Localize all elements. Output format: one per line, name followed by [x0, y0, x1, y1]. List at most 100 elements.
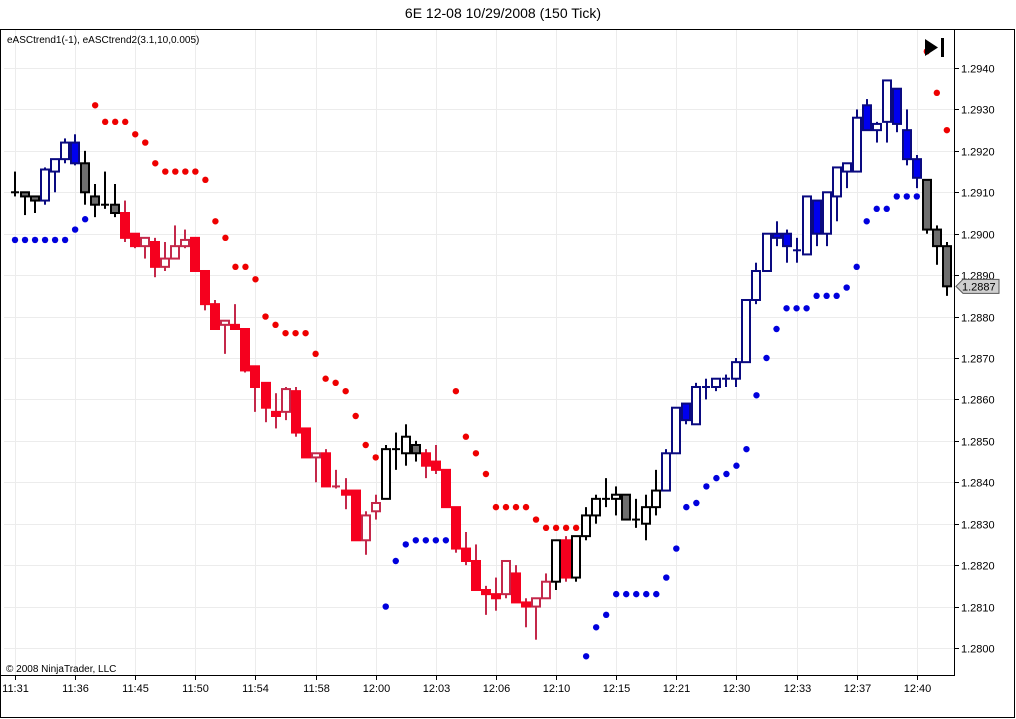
candle-body-up: [651, 489, 661, 509]
candle: [832, 166, 842, 222]
candle-body-down: [321, 452, 331, 488]
trend-dot-above: [312, 350, 319, 358]
trend-dot-below: [71, 226, 79, 233]
trend-dot-below: [853, 263, 860, 271]
candle: [80, 150, 90, 205]
candle-body-down: [150, 240, 160, 268]
candle: [11, 171, 19, 197]
candle-body-down: [80, 162, 90, 194]
candle: [551, 539, 561, 590]
candle: [731, 357, 741, 387]
trend-dot-below: [733, 462, 740, 469]
candle: [190, 236, 200, 272]
trend-dot-below: [693, 499, 700, 507]
trend-dot-below: [633, 590, 640, 598]
trend-dot-below: [913, 193, 920, 200]
trend-dot-above: [362, 441, 369, 449]
candle: [150, 237, 160, 278]
candle: [581, 507, 591, 541]
trend-dot-below: [683, 503, 690, 511]
candle-body-down: [932, 228, 942, 248]
candle: [60, 138, 70, 164]
candle: [541, 573, 551, 600]
candle-body-up: [711, 377, 721, 388]
candle: [261, 381, 271, 423]
candle: [101, 171, 109, 209]
candle: [793, 237, 801, 263]
candle-body-down: [30, 195, 40, 202]
candle: [621, 493, 631, 521]
candle: [240, 327, 250, 373]
trend-dot-below: [582, 653, 590, 660]
candle: [321, 449, 331, 488]
candle: [521, 598, 531, 628]
candle: [401, 424, 411, 466]
candle-body-down: [120, 211, 130, 239]
trend-dot-below: [703, 483, 710, 490]
trend-dot-below: [843, 284, 850, 291]
trend-dot-above: [532, 516, 540, 523]
chart-title: 6E 12-08 10/29/2008 (150 Tick): [405, 5, 601, 21]
time-tick-label: 11:54: [242, 683, 269, 695]
trend-dot-above: [242, 263, 249, 271]
candle-body-up: [371, 501, 381, 513]
candle: [332, 469, 340, 489]
candle-body-down: [461, 547, 471, 562]
candle: [802, 195, 812, 256]
trend-dot-below: [51, 236, 59, 244]
candle-body-up: [581, 514, 591, 538]
candle: [371, 494, 381, 520]
price-tick-label: 1.2800: [961, 644, 995, 656]
price-tick-label: 1.2870: [961, 354, 995, 366]
trend-dot-above: [172, 168, 179, 175]
price-axis: 1.2800 1.2810 1.2820 1.2830 1.2840 1.2850 1.28…: [954, 64, 995, 656]
trend-dot-above: [152, 160, 159, 167]
trend-dot-below: [813, 292, 820, 300]
trend-dot-above: [272, 321, 279, 329]
scroll-to-end-icon[interactable]: [922, 36, 948, 58]
trend-dot-below: [602, 611, 610, 619]
candle-body-up: [140, 236, 150, 248]
candle: [271, 393, 281, 429]
candle: [741, 298, 751, 364]
time-axis: 11:31 11:36 11:45 11:50 11:54 11:58 12:00 12:03…: [2, 675, 931, 695]
trend-dot-above: [262, 313, 269, 320]
trend-dot-above: [122, 118, 129, 126]
candle: [751, 262, 761, 305]
candle: [711, 377, 721, 392]
candle-body-down: [110, 203, 120, 214]
candle: [691, 382, 701, 426]
candle: [220, 319, 230, 354]
candle: [671, 406, 681, 455]
time-tick-label: 11:36: [62, 683, 89, 695]
trend-dot-below: [793, 305, 800, 312]
price-tick-label: 1.2850: [961, 437, 995, 449]
candle: [722, 374, 730, 387]
trend-dot-below: [382, 603, 389, 610]
trend-dot-above: [292, 329, 299, 337]
candle: [392, 432, 400, 470]
candle-body-up: [762, 232, 772, 272]
time-tick-label: 12:33: [784, 683, 812, 695]
candle: [120, 200, 130, 242]
trend-dot-below: [823, 292, 830, 300]
candle-body-up: [571, 535, 581, 579]
candle: [381, 444, 391, 500]
time-tick-label: 12:40: [904, 683, 932, 695]
candle-body-down: [291, 390, 301, 434]
trend-dot-above: [252, 276, 259, 283]
trend-dot-above: [352, 412, 359, 420]
candle: [481, 585, 491, 615]
time-tick-label: 11:45: [122, 683, 149, 695]
candle-body-up: [361, 514, 371, 542]
candle-body-up: [160, 257, 170, 268]
candle-body-up: [691, 385, 701, 426]
candle: [862, 99, 872, 132]
trend-dot-below: [11, 236, 19, 244]
trend-dot-above: [572, 524, 580, 532]
candle: [611, 486, 621, 516]
trend-dot-above: [232, 263, 239, 271]
candle: [200, 269, 210, 311]
trend-dot-above: [502, 503, 510, 511]
